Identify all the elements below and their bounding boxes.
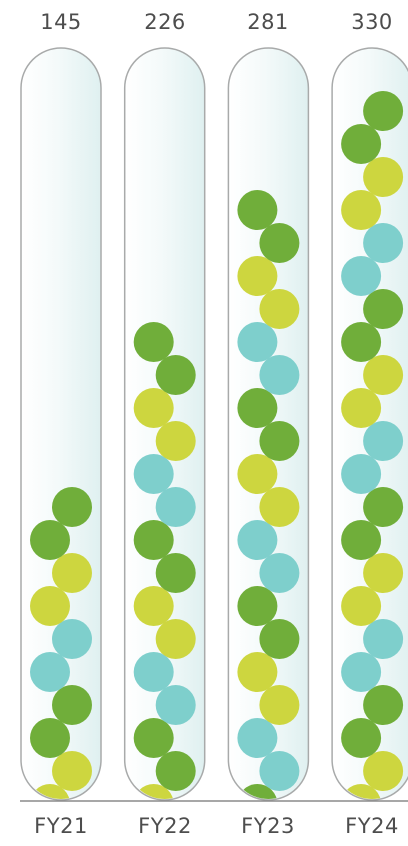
tube-outlines-layer (20, 47, 408, 801)
tube-outline-fy23 (227, 47, 310, 801)
ball (259, 355, 300, 395)
ball (237, 388, 278, 428)
ball (237, 652, 278, 692)
ball (133, 454, 174, 494)
ball (341, 322, 382, 362)
ball (52, 553, 92, 593)
value-label-fy22: 226 (144, 10, 186, 34)
balls-layer (30, 91, 404, 799)
ball (30, 718, 70, 758)
ball (341, 454, 382, 494)
ball (30, 520, 70, 560)
ball (259, 685, 300, 725)
value-label-fy24: 330 (351, 10, 393, 34)
ball (363, 553, 404, 593)
ball (237, 454, 278, 494)
ball (52, 751, 92, 791)
ball (155, 553, 196, 593)
tube-outline-fy22 (123, 47, 206, 801)
ball (30, 652, 70, 692)
ball (341, 586, 382, 626)
ball (259, 223, 300, 263)
category-label-fy21: FY21 (34, 814, 88, 838)
ball (30, 586, 70, 626)
ball (341, 652, 382, 692)
category-label-fy23: FY23 (241, 814, 295, 838)
ball (133, 388, 174, 428)
ball (237, 322, 278, 362)
ball (259, 289, 300, 329)
tube-outline-fy24 (331, 47, 408, 801)
ball (341, 256, 382, 296)
ball (341, 124, 382, 164)
ball (341, 388, 382, 428)
ball (133, 322, 174, 362)
ball (237, 190, 278, 230)
ball (259, 553, 300, 593)
ball (341, 190, 382, 230)
ball-stack-fy23 (237, 190, 300, 799)
ball (259, 751, 300, 791)
ball (133, 718, 174, 758)
value-label-fy23: 281 (247, 10, 289, 34)
ball (52, 487, 92, 527)
ball (363, 619, 404, 659)
ball (133, 586, 174, 626)
ball (259, 487, 300, 527)
ball (363, 751, 404, 791)
ball (363, 289, 404, 329)
ball (133, 652, 174, 692)
ball (155, 487, 196, 527)
ball (237, 718, 278, 758)
ball (237, 520, 278, 560)
ball (363, 223, 404, 263)
ball (237, 586, 278, 626)
value-label-fy21: 145 (40, 10, 82, 34)
ball (155, 355, 196, 395)
tube-outline-fy21 (20, 47, 102, 801)
ball (363, 685, 404, 725)
category-label-fy24: FY24 (345, 814, 399, 838)
ball-stack-fy22 (133, 322, 196, 799)
ball (259, 421, 300, 461)
ball (155, 685, 196, 725)
ball (52, 619, 92, 659)
ball (259, 619, 300, 659)
ball (237, 256, 278, 296)
ball (155, 421, 196, 461)
ball (341, 520, 382, 560)
ball (363, 487, 404, 527)
ball (155, 619, 196, 659)
ball-stack-fy21 (30, 487, 92, 799)
ball (341, 718, 382, 758)
ball (363, 91, 404, 131)
ball (363, 355, 404, 395)
ball (363, 157, 404, 197)
ball (133, 520, 174, 560)
ball (363, 421, 404, 461)
ball (155, 751, 196, 791)
category-label-fy22: FY22 (138, 814, 192, 838)
ball (52, 685, 92, 725)
